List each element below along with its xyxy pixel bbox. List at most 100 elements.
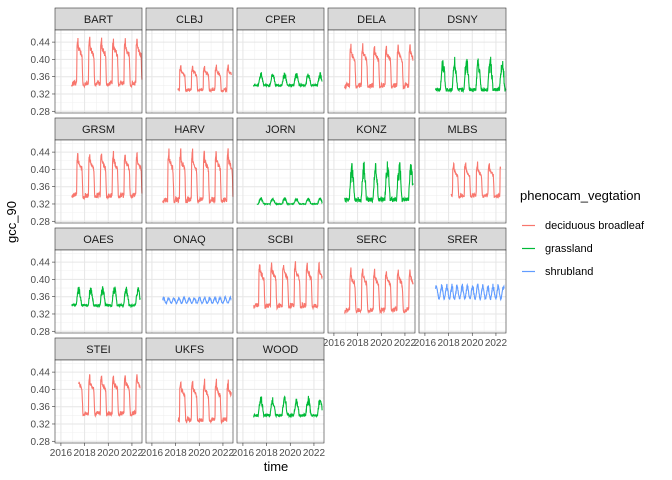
panel-border: [418, 249, 507, 334]
x-tick-label: 2018: [255, 448, 278, 459]
y-tick-label: 0.32: [31, 199, 51, 210]
series-line-harv: [162, 148, 234, 205]
panel-background: [328, 30, 415, 113]
facet-panel-wood: WOOD 2016 2018 2020 2022: [232, 337, 326, 459]
panel-border: [145, 139, 234, 224]
panel-border: [145, 359, 234, 444]
facet-panel-cper: CPER: [236, 7, 325, 114]
x-tick-label: 2016: [323, 338, 346, 349]
facet-strip-label: UKFS: [175, 344, 204, 356]
y-tick-label: 0.32: [31, 419, 51, 430]
panel-border: [54, 29, 143, 114]
x-tick-label: 2020: [188, 448, 211, 459]
x-tick-label: 2020: [370, 338, 393, 349]
facet-panel-konz: KONZ: [327, 117, 416, 224]
facet-panel-harv: HARV: [145, 117, 234, 224]
panel-background: [419, 140, 506, 223]
y-tick-label: 0.40: [31, 385, 51, 396]
panel-border: [54, 139, 143, 224]
facet-strip-label: BART: [84, 14, 113, 26]
y-tick-label: 0.28: [31, 217, 51, 228]
y-tick-label: 0.36: [31, 292, 51, 303]
y-tick-label: 0.40: [31, 165, 51, 176]
panel-border: [418, 139, 507, 224]
facet-panel-onaq: ONAQ: [145, 227, 234, 334]
series-line-bart: [71, 36, 143, 89]
legend: phenocam_vegtation deciduous broadleaf gr…: [520, 188, 645, 280]
facet-strip-label: GRSM: [82, 124, 115, 136]
facet-panel-dsny: DSNY: [418, 7, 507, 114]
facet-strip-label: ONAQ: [173, 234, 206, 246]
facet-panel-scbi: SCBI: [236, 227, 325, 334]
facet-panel-mlbs: MLBS: [418, 117, 507, 224]
facet-strip-label: STEI: [86, 344, 110, 356]
panel-border: [236, 249, 325, 334]
series-line-wood: [253, 395, 323, 419]
legend-entry: grassland: [520, 240, 593, 257]
facet-panel-srer: SRER 2016 2018 2020 2022: [414, 227, 507, 349]
x-tick-label: 2018: [346, 338, 369, 349]
y-tick-label: 0.40: [31, 55, 51, 66]
y-tick-label: 0.44: [31, 148, 51, 159]
facet-strip-label: KONZ: [356, 124, 387, 136]
series-line-serc: [344, 267, 414, 315]
x-tick-label: 2020: [97, 448, 120, 459]
legend-title: phenocam_vegtation: [520, 188, 641, 203]
facet-panel-stei: STEI 0.28 0.32 0.36 0.40 0.44 2016 2018 2020 2022: [31, 337, 144, 459]
panel-background: [237, 140, 324, 223]
facet-strip-label: SCBI: [268, 234, 294, 246]
panel-border: [236, 139, 325, 224]
facet-strip-label: MLBS: [448, 124, 478, 136]
panel-background: [146, 250, 233, 333]
facet-strip-label: SRER: [447, 234, 478, 246]
panel-background: [237, 250, 324, 333]
x-tick-label: 2016: [414, 338, 437, 349]
series-line-oaes: [71, 286, 141, 309]
facet-panel-grsm: GRSM 0.28 0.32 0.36 0.40 0.44: [31, 117, 143, 228]
panel-background: [55, 30, 142, 113]
x-tick-label: 2016: [232, 448, 255, 459]
facet-panels: BART 0.28 0.32 0.36 0.40 0.44 CLBJ CPER DELA DSNY…: [31, 7, 507, 459]
series-line-jorn: [256, 196, 323, 207]
x-tick-label: 2022: [303, 448, 326, 459]
facet-panel-jorn: JORN: [236, 117, 325, 224]
facet-strip-label: DELA: [357, 14, 386, 26]
panel-background: [237, 30, 324, 113]
facet-strip-label: SERC: [356, 234, 387, 246]
series-line-scbi: [253, 261, 323, 311]
panel-border: [236, 29, 325, 114]
panel-background: [146, 360, 233, 443]
x-tick-label: 2018: [73, 448, 96, 459]
facet-strip-label: WOOD: [263, 344, 298, 356]
series-line-mlbs: [450, 161, 502, 200]
facet-panel-ukfs: UKFS 2016 2018 2020 2022: [141, 337, 234, 459]
facet-strip-label: HARV: [174, 124, 205, 136]
legend-entry: deciduous broadleaf: [520, 217, 645, 234]
series-line-onaq: [162, 294, 232, 306]
series-line-dsny: [435, 56, 507, 94]
y-tick-label: 0.44: [31, 258, 51, 269]
x-axis-title: time: [264, 459, 289, 474]
legend-label: deciduous broadleaf: [545, 220, 645, 232]
y-tick-label: 0.40: [31, 275, 51, 286]
panel-border: [418, 29, 507, 114]
facet-panel-bart: BART 0.28 0.32 0.36 0.40 0.44: [31, 7, 143, 118]
panel-border: [54, 359, 143, 444]
x-tick-label: 2016: [141, 448, 164, 459]
facet-strip-label: CLBJ: [176, 14, 203, 26]
legend-entry: shrubland: [520, 263, 593, 280]
panel-background: [328, 250, 415, 333]
facet-strip-label: JORN: [266, 124, 296, 136]
facet-strip-label: CPER: [265, 14, 296, 26]
y-tick-label: 0.36: [31, 182, 51, 193]
facet-strip-label: OAES: [83, 234, 114, 246]
x-tick-label: 2022: [121, 448, 144, 459]
series-line-konz: [344, 161, 414, 204]
facet-panel-oaes: OAES 0.28 0.32 0.36 0.40 0.44: [31, 227, 143, 338]
y-tick-label: 0.32: [31, 309, 51, 320]
series-line-clbj: [177, 64, 232, 94]
y-tick-label: 0.28: [31, 437, 51, 448]
y-tick-label: 0.44: [31, 38, 51, 49]
panel-background: [146, 140, 233, 223]
